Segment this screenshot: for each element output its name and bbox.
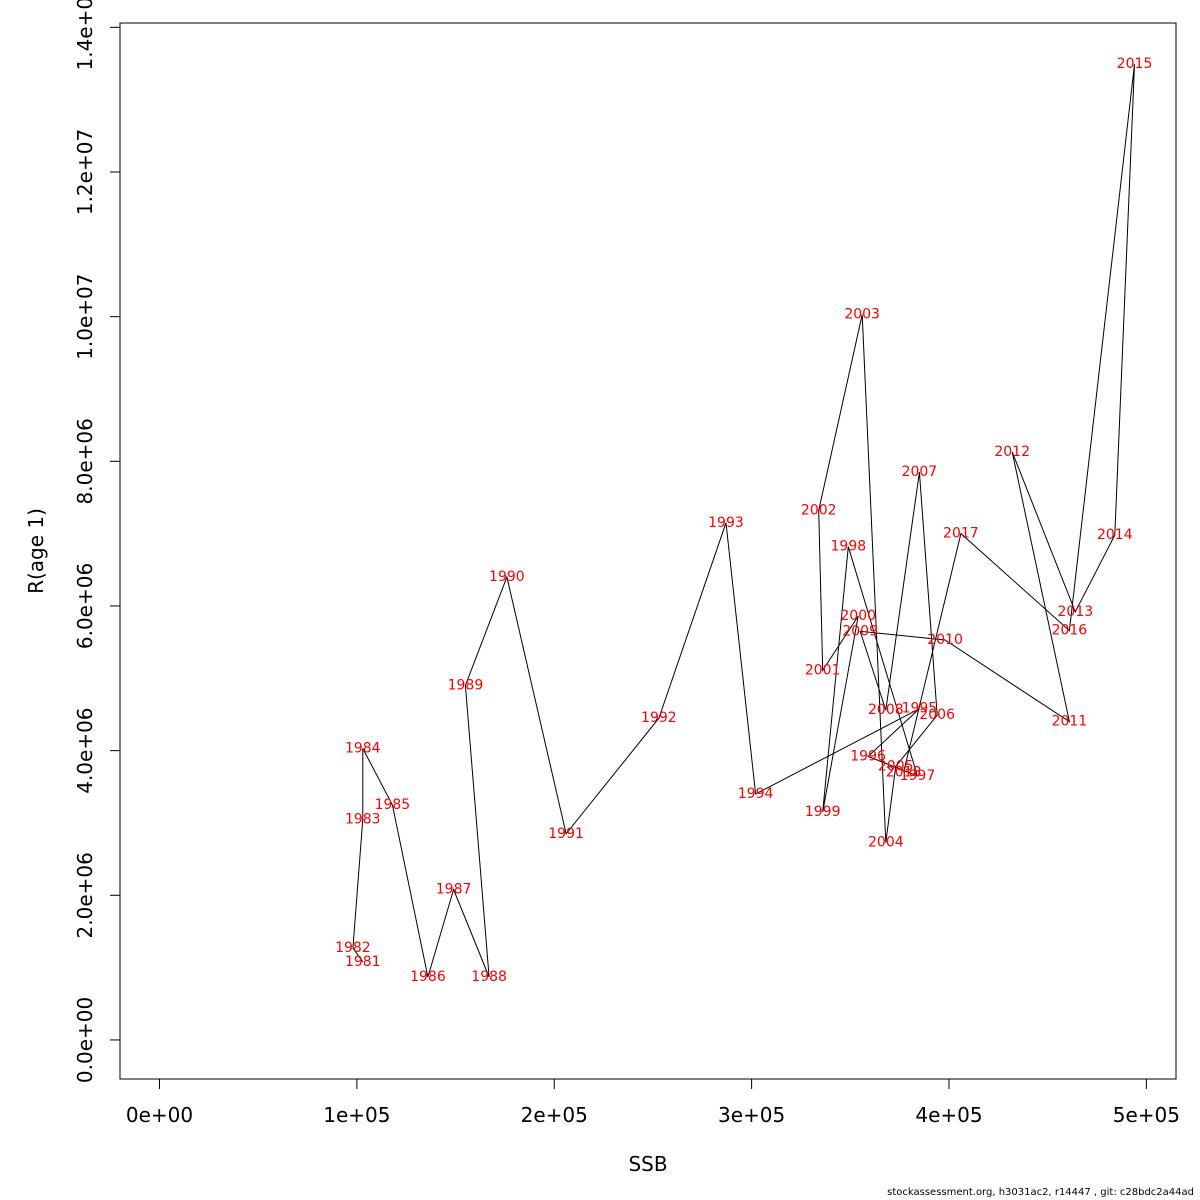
point-label-2008: 2008 [868, 702, 904, 718]
y-tick-label: 6.0e+06 [73, 563, 97, 649]
footer-credit: stockassessment.org, h3031ac2, r14447 , … [887, 1187, 1194, 1198]
point-label-2016: 2016 [1052, 623, 1088, 639]
plot-box [119, 22, 1177, 1080]
x-tick-label: 2e+05 [521, 1103, 588, 1127]
point-label-1982: 1982 [335, 940, 371, 956]
y-axis-title: R(age 1) [24, 508, 48, 594]
series-line [352, 64, 1135, 978]
point-label-2015: 2015 [1117, 56, 1153, 72]
point-label-1981: 1981 [345, 954, 381, 970]
point-label-2017: 2017 [943, 526, 979, 542]
point-label-2006: 2006 [919, 707, 955, 723]
y-tick-label: 0.0e+00 [73, 997, 97, 1083]
y-tick-label: 1.4e+07 [73, 0, 97, 71]
point-label-1996: 1996 [850, 748, 886, 764]
point-label-2009: 2009 [842, 623, 878, 639]
point-label-1987: 1987 [436, 881, 472, 897]
x-tick-label: 1e+05 [323, 1103, 390, 1127]
point-label-2014: 2014 [1097, 527, 1133, 543]
point-label-2018: 2018 [886, 764, 922, 780]
point-label-2001: 2001 [805, 662, 841, 678]
y-tick-label: 1.2e+07 [73, 129, 97, 215]
point-label-1991: 1991 [548, 826, 584, 842]
point-label-1994: 1994 [738, 786, 774, 802]
point-label-1985: 1985 [375, 797, 411, 813]
point-label-1990: 1990 [489, 569, 525, 585]
y-tick-label: 8.0e+06 [73, 418, 97, 504]
y-tick-label: 4.0e+06 [73, 707, 97, 793]
point-label-1983: 1983 [345, 811, 381, 827]
point-label-2005: 2005 [878, 759, 914, 775]
point-label-1986: 1986 [410, 969, 446, 985]
x-tick-label: 4e+05 [915, 1103, 982, 1127]
x-tick-label: 3e+05 [718, 1103, 785, 1127]
point-label-1989: 1989 [448, 678, 484, 694]
point-label-1988: 1988 [471, 969, 507, 985]
point-label-1984: 1984 [345, 740, 381, 756]
point-label-1997: 1997 [900, 768, 936, 784]
x-axis-title: SSB [628, 1152, 667, 1176]
point-label-1993: 1993 [708, 515, 744, 531]
point-label-2000: 2000 [840, 608, 876, 624]
point-label-1998: 1998 [831, 539, 867, 555]
point-label-2004: 2004 [868, 834, 904, 850]
y-tick-label: 2.0e+06 [73, 852, 97, 938]
point-label-2012: 2012 [994, 444, 1030, 460]
y-tick-label: 1.0e+07 [73, 273, 97, 359]
point-label-1995: 1995 [902, 701, 938, 717]
point-label-2013: 2013 [1058, 604, 1094, 620]
point-label-1992: 1992 [641, 710, 677, 726]
x-axis: 0e+00 1e+05 2e+05 3e+05 4e+05 5e+05 [126, 1078, 1180, 1127]
y-axis: 0.0e+00 2.0e+06 4.0e+06 6.0e+06 8.0e+06 1.0e+… [73, 0, 121, 1083]
x-tick-label: 0e+00 [126, 1103, 193, 1127]
point-label-1999: 1999 [805, 804, 841, 820]
point-label-2002: 2002 [801, 502, 837, 518]
point-label-2007: 2007 [902, 464, 938, 480]
point-label-2011: 2011 [1052, 714, 1088, 730]
point-label-2010: 2010 [927, 632, 963, 648]
point-label-2003: 2003 [844, 306, 880, 322]
x-tick-label: 5e+05 [1113, 1103, 1180, 1127]
